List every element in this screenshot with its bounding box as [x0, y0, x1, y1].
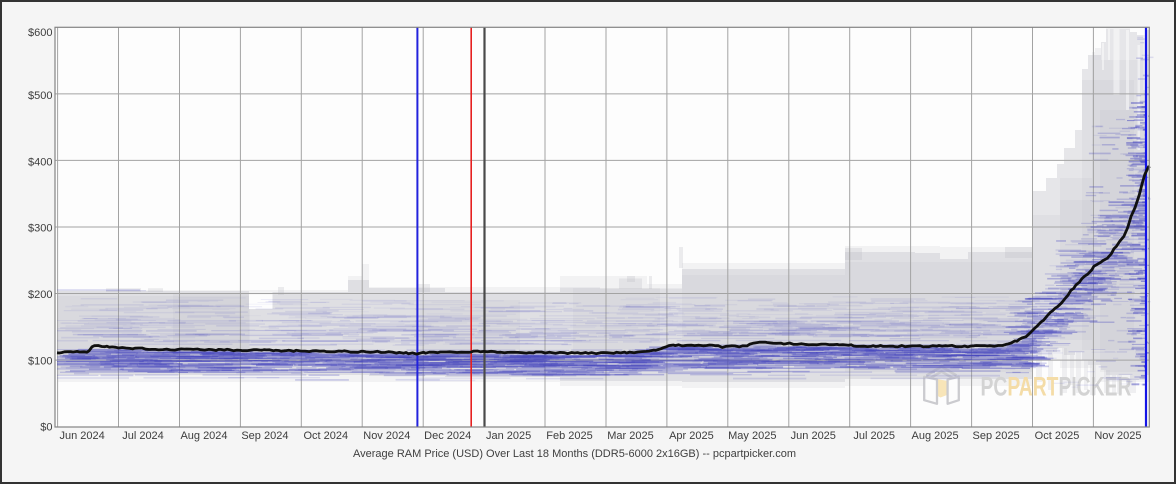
svg-text:$200: $200	[28, 289, 52, 301]
svg-text:Mar 2025: Mar 2025	[607, 430, 653, 442]
svg-text:Apr 2025: Apr 2025	[669, 430, 714, 442]
svg-text:Jun 2024: Jun 2024	[59, 430, 104, 442]
svg-text:Jul 2024: Jul 2024	[122, 430, 164, 442]
svg-text:$0: $0	[40, 422, 52, 434]
svg-text:Jan 2025: Jan 2025	[486, 430, 531, 442]
svg-text:Aug 2025: Aug 2025	[912, 430, 959, 442]
svg-text:Average RAM Price (USD) Over L: Average RAM Price (USD) Over Last 18 Mon…	[353, 448, 796, 460]
svg-text:Nov 2025: Nov 2025	[1094, 430, 1141, 442]
svg-text:$600: $600	[28, 27, 52, 39]
svg-text:$500: $500	[28, 90, 52, 102]
svg-text:Oct 2025: Oct 2025	[1035, 430, 1080, 442]
svg-text:Oct 2024: Oct 2024	[303, 430, 348, 442]
svg-text:Nov 2024: Nov 2024	[363, 430, 410, 442]
svg-text:Feb 2025: Feb 2025	[546, 430, 592, 442]
svg-text:Sep 2024: Sep 2024	[241, 430, 288, 442]
svg-text:May 2025: May 2025	[728, 430, 776, 442]
svg-text:$400: $400	[28, 156, 52, 168]
svg-text:$100: $100	[28, 355, 52, 367]
svg-text:Jun 2025: Jun 2025	[791, 430, 836, 442]
svg-text:PCPARTPICKER: PCPARTPICKER	[981, 371, 1132, 401]
svg-text:Dec 2024: Dec 2024	[424, 430, 471, 442]
svg-text:Jul 2025: Jul 2025	[853, 430, 895, 442]
svg-text:$300: $300	[28, 223, 52, 235]
svg-text:Sep 2025: Sep 2025	[973, 430, 1020, 442]
svg-text:Aug 2024: Aug 2024	[180, 430, 227, 442]
